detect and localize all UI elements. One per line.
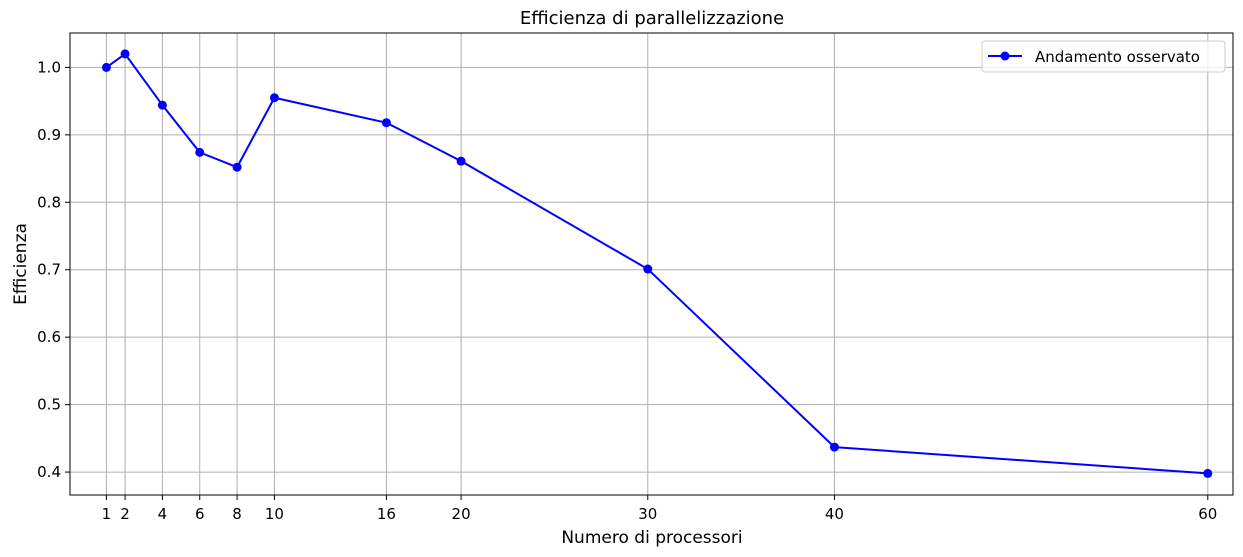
y-tick-label: 0.8 bbox=[37, 193, 61, 211]
data-point bbox=[269, 93, 279, 103]
y-tick-label: 0.6 bbox=[37, 328, 61, 346]
data-point bbox=[195, 147, 205, 157]
series-line bbox=[105, 52, 1208, 475]
x-tick-label: 60 bbox=[1198, 505, 1217, 523]
data-point bbox=[101, 62, 111, 72]
data-point bbox=[829, 442, 839, 452]
x-tick-label: 6 bbox=[195, 505, 205, 523]
data-point bbox=[232, 162, 242, 172]
x-tick-label: 10 bbox=[265, 505, 284, 523]
data-point bbox=[1203, 468, 1213, 478]
x-tick-label: 16 bbox=[377, 505, 396, 523]
data-point bbox=[120, 49, 130, 59]
y-tick-label: 0.4 bbox=[37, 463, 61, 481]
chart-title: Efficienza di parallelizzazione bbox=[520, 8, 784, 29]
legend-marker-swatch bbox=[1000, 51, 1010, 61]
y-tick-label: 0.5 bbox=[37, 396, 61, 414]
data-point bbox=[157, 100, 167, 110]
x-tick-label: 1 bbox=[102, 505, 112, 523]
data-point bbox=[381, 118, 391, 128]
y-axis-label: Efficienza bbox=[11, 223, 31, 305]
y-axis: 0.4 0.5 0.6 0.7 0.8 0.9 1.0 bbox=[37, 58, 70, 481]
legend-box bbox=[981, 40, 1226, 73]
x-tick-label: 30 bbox=[638, 505, 657, 523]
x-axis-label: Numero di processori bbox=[561, 528, 742, 548]
x-tick-label: 4 bbox=[158, 505, 168, 523]
y-tick-label: 0.9 bbox=[37, 126, 61, 144]
x-tick-label: 8 bbox=[232, 505, 242, 523]
plot-area-frame bbox=[69, 32, 1234, 496]
x-axis: 1 2 4 6 8 10 16 20 30 40 60 bbox=[102, 495, 1217, 523]
x-tick-label: 40 bbox=[825, 505, 844, 523]
series-layer bbox=[101, 49, 1213, 478]
grid-lines bbox=[70, 33, 1233, 495]
x-tick-label: 20 bbox=[452, 505, 471, 523]
legend: Andamento osservato bbox=[981, 40, 1226, 73]
legend-label: Andamento osservato bbox=[1035, 48, 1200, 66]
data-point bbox=[456, 156, 466, 166]
x-tick-label: 2 bbox=[120, 505, 130, 523]
y-tick-label: 0.7 bbox=[37, 261, 61, 279]
data-point bbox=[643, 264, 653, 274]
y-tick-label: 1.0 bbox=[37, 58, 61, 76]
